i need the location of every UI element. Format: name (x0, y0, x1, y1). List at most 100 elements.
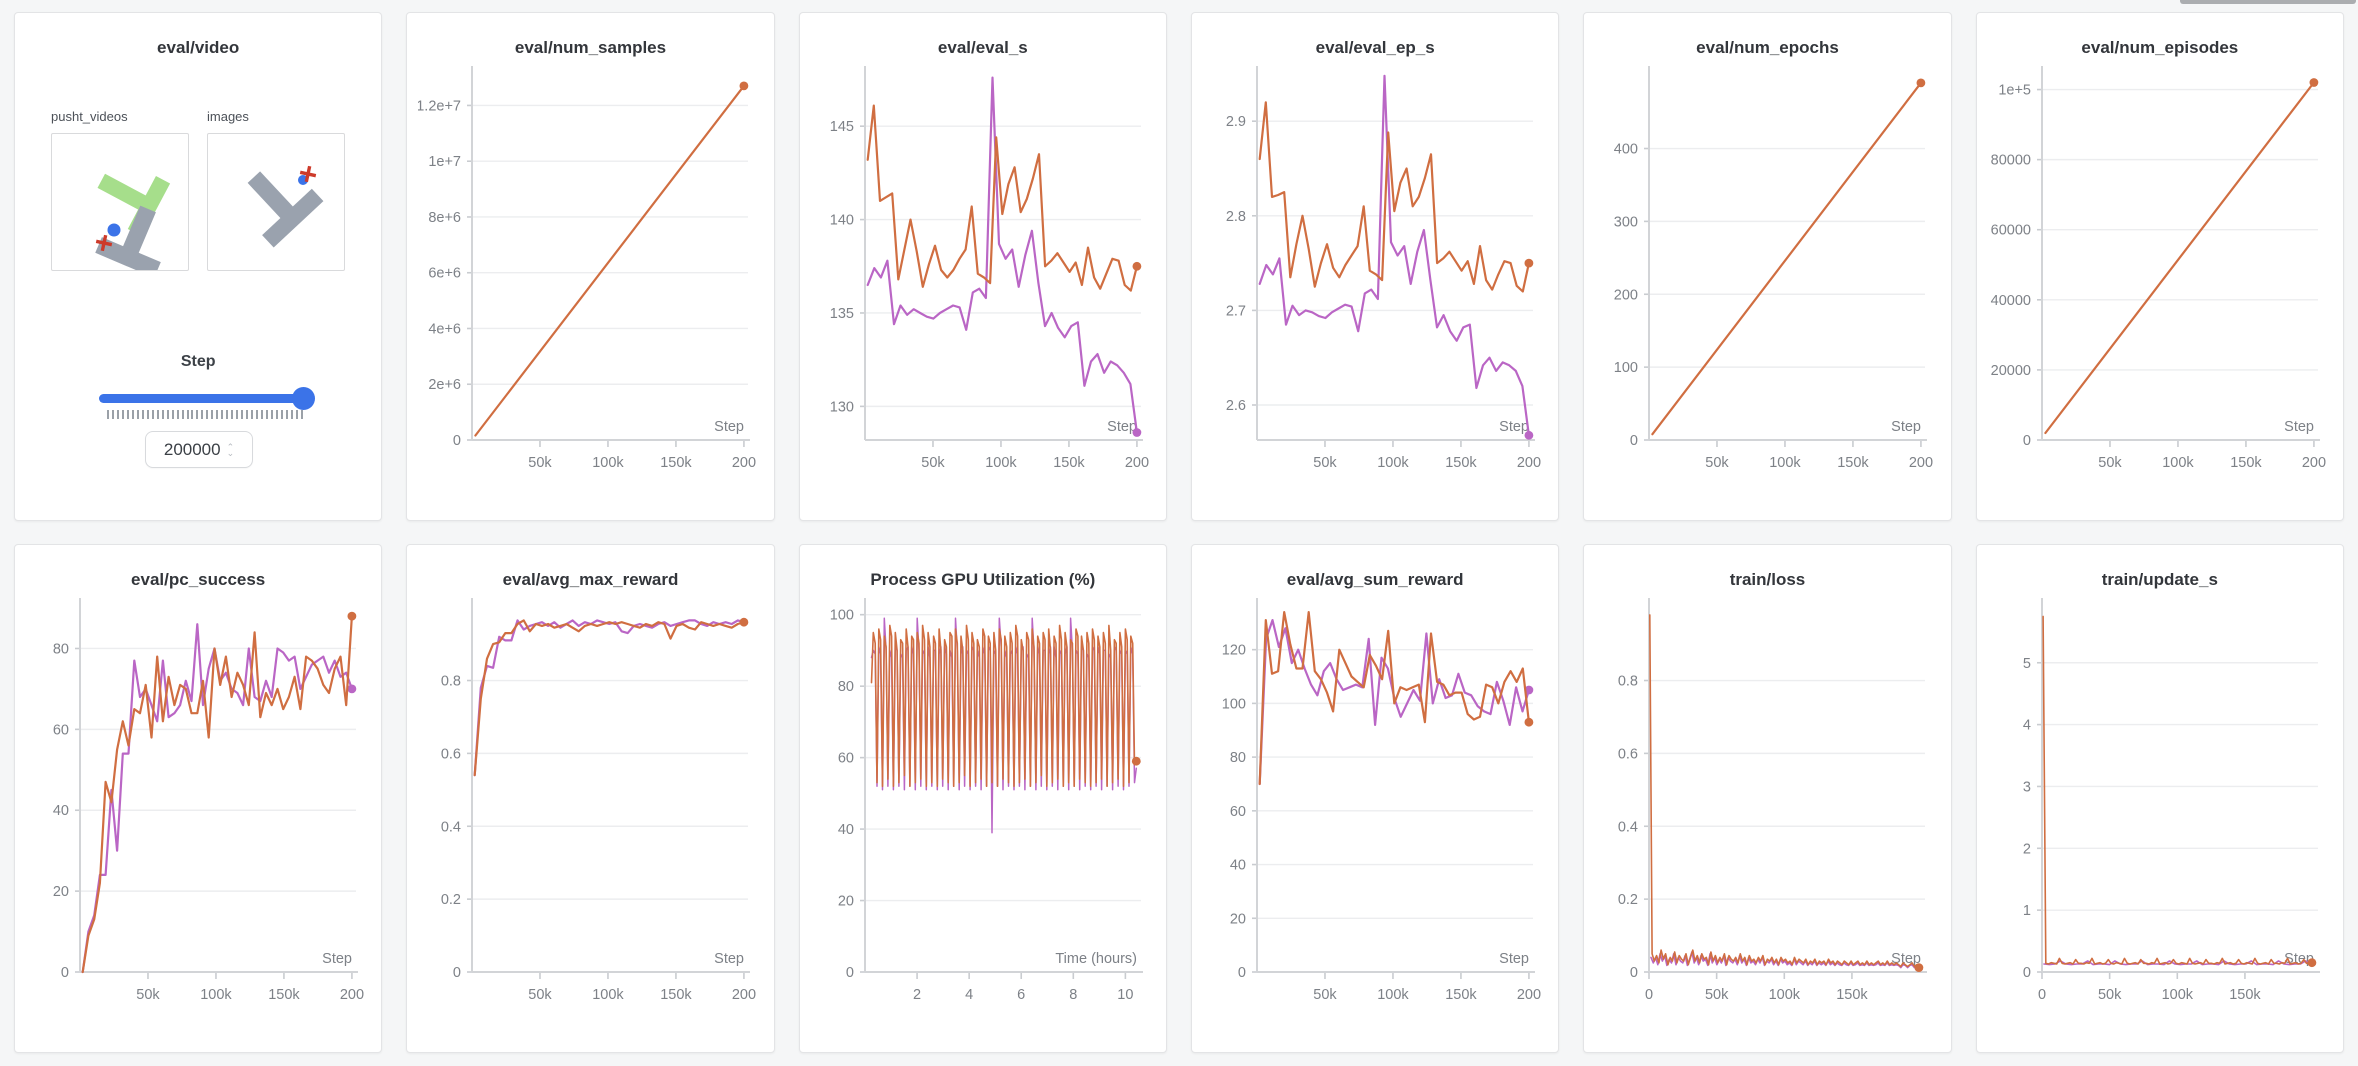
svg-text:150k: 150k (1445, 987, 1477, 1003)
series-endpoint-dot-orange (1131, 756, 1141, 766)
panel-title: train/update_s (2101, 570, 2218, 589)
svg-text:145: 145 (830, 119, 854, 135)
axes: 0 0.2 0.4 0.6 0.8 50k 100k 150k 200 Step (441, 598, 757, 1003)
target-cross (299, 165, 317, 183)
chart-train-loss[interactable]: 0 0.2 0.4 0.6 0.8 0 50k 100k 150k Step (1595, 592, 1939, 1022)
axes: 130 135 140 145 50k 100k 150k 200 Step (830, 66, 1149, 471)
series-line-purple (474, 619, 746, 777)
svg-text:2.9: 2.9 (1226, 114, 1246, 130)
svg-text:0: 0 (1630, 965, 1638, 981)
svg-text:2.8: 2.8 (1226, 209, 1246, 225)
svg-text:8e+6: 8e+6 (429, 210, 462, 226)
chart-gpu-utilization[interactable]: 0 20 40 60 80 100 2 4 6 8 10 Time (hours) (811, 592, 1155, 1022)
stepper-arrows[interactable]: ⌃ ⌄ (226, 441, 235, 458)
axes: 0 100 200 300 400 50k 100k 150k 200 Step (1614, 66, 1934, 471)
chevron-down-icon[interactable]: ⌄ (226, 447, 235, 458)
grid (1649, 147, 1926, 368)
svg-text:140: 140 (830, 213, 854, 229)
panel-title: eval/num_episodes (2081, 38, 2239, 57)
axes: 2.6 2.7 2.8 2.9 50k 100k 150k 200 Step (1226, 66, 1541, 471)
svg-text:150k: 150k (2230, 455, 2262, 471)
step-slider-label: Step (180, 353, 216, 370)
svg-text:135: 135 (830, 306, 854, 322)
series-line-orange (2044, 81, 2315, 435)
svg-text:0: 0 (846, 965, 854, 981)
svg-text:40: 40 (1230, 858, 1246, 874)
svg-text:200: 200 (1125, 455, 1149, 471)
svg-text:100: 100 (1222, 696, 1246, 712)
panel-title: eval/eval_ep_s (1315, 38, 1435, 57)
axes: 0 20000 40000 60000 80000 1e+5 50k 100k 150k 200 S… (1991, 66, 2326, 471)
chart-eval-num-samples[interactable]: 0 2e+6 4e+6 6e+6 8e+6 1e+7 1.2e+7 50k 100k 150k 20… (418, 60, 762, 490)
svg-text:150k: 150k (268, 987, 300, 1003)
svg-text:20: 20 (838, 894, 854, 910)
x-axis-label: Step (1499, 419, 1529, 435)
svg-text:150k: 150k (2229, 987, 2261, 1003)
svg-text:100: 100 (1614, 360, 1638, 376)
pusht-video-frame (95, 173, 171, 278)
svg-text:2: 2 (913, 987, 921, 1003)
thumbnail-images[interactable] (207, 133, 345, 271)
step-value: 200000 (163, 439, 221, 459)
svg-text:120: 120 (1222, 643, 1246, 659)
panel-train-loss: train/loss 0 0.2 0.4 0.6 0.8 0 50k 100k 150k Step (1583, 544, 1952, 1053)
svg-text:5: 5 (2023, 656, 2031, 672)
svg-text:100k: 100k (593, 987, 625, 1003)
scrollbar-horizontal-partial[interactable] (2180, 0, 2356, 4)
svg-text:60: 60 (838, 751, 854, 767)
series-endpoint-dot-orange (347, 611, 357, 621)
svg-text:100k: 100k (1377, 987, 1409, 1003)
panel-eval-num-episodes: eval/num_episodes 0 20000 40000 60000 80000 1… (1975, 12, 2344, 521)
svg-text:50k: 50k (2098, 455, 2122, 471)
svg-text:200: 200 (732, 455, 756, 471)
series (1649, 614, 1924, 972)
svg-text:60: 60 (1230, 804, 1246, 820)
chart-eval-num-episodes[interactable]: 0 20000 40000 60000 80000 1e+5 50k 100k 150k 200 S… (1988, 60, 2332, 490)
series-endpoint-dot-orange (1524, 258, 1534, 268)
step-slider-thumb[interactable] (292, 387, 315, 410)
panel-title: eval/num_epochs (1696, 38, 1839, 57)
svg-text:50k: 50k (1313, 987, 1337, 1003)
chart-eval-eval-s[interactable]: 130 135 140 145 50k 100k 150k 200 Step (811, 60, 1155, 490)
chart-eval-avg-sum-reward[interactable]: 0 20 40 60 80 100 120 50k 100k 150k 200 Step (1203, 592, 1547, 1022)
svg-text:400: 400 (1614, 142, 1638, 158)
panel-gpu-utilization: Process GPU Utilization (%) 0 20 40 60 80 100… (798, 544, 1167, 1053)
x-axis-label: Step (322, 951, 352, 967)
panel-title: eval/pc_success (131, 570, 266, 589)
svg-text:0: 0 (453, 433, 461, 449)
svg-text:100: 100 (830, 608, 854, 624)
svg-text:4: 4 (2023, 718, 2031, 734)
svg-text:1: 1 (2023, 903, 2031, 919)
svg-text:50k: 50k (136, 987, 160, 1003)
panel-title: eval/eval_s (937, 38, 1028, 57)
svg-text:200: 200 (1909, 455, 1933, 471)
step-value-input[interactable]: 200000 ⌃ ⌄ (145, 431, 253, 468)
svg-text:100k: 100k (2161, 987, 2193, 1003)
svg-text:80: 80 (53, 641, 69, 657)
chart-eval-avg-max-reward[interactable]: 0 0.2 0.4 0.6 0.8 50k 100k 150k 200 Step (418, 592, 762, 1022)
series-line-purple (81, 623, 354, 974)
svg-text:200: 200 (1517, 987, 1541, 1003)
svg-text:6e+6: 6e+6 (429, 266, 462, 282)
svg-text:1e+5: 1e+5 (1998, 83, 2031, 99)
chevron-up-icon[interactable]: ⌃ (226, 441, 235, 452)
step-slider-track[interactable] (99, 387, 315, 410)
series (474, 617, 749, 777)
panel-eval-pc-success: eval/pc_success 0 20 40 60 80 50k 100k 150k 200 S… (14, 544, 383, 1053)
svg-text:4: 4 (965, 987, 973, 1003)
series-endpoint-dot-orange (1132, 261, 1142, 271)
svg-text:100k: 100k (2162, 455, 2194, 471)
axes: 0 20 40 60 80 50k 100k 150k 200 Step (53, 598, 364, 1003)
series-line-purple (866, 76, 1138, 434)
svg-text:50k: 50k (1313, 455, 1337, 471)
series-line-purple (1258, 74, 1531, 437)
chart-eval-num-epochs[interactable]: 0 100 200 300 400 50k 100k 150k 200 Step (1595, 60, 1939, 490)
series-endpoint-dot-orange (1914, 963, 1924, 972)
series (1258, 611, 1534, 786)
thumbnail-pusht-videos[interactable] (51, 133, 189, 278)
grid (864, 125, 1141, 408)
chart-eval-eval-ep-s[interactable]: 2.6 2.7 2.8 2.9 50k 100k 150k 200 Step (1203, 60, 1547, 490)
chart-eval-pc-success[interactable]: 0 20 40 60 80 50k 100k 150k 200 Step (26, 592, 370, 1022)
